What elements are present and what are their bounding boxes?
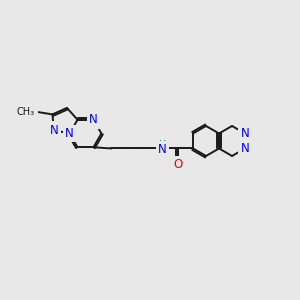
Text: N: N xyxy=(158,143,167,157)
Text: N: N xyxy=(50,124,58,137)
Text: N: N xyxy=(241,142,249,155)
Text: O: O xyxy=(173,158,183,172)
Text: N: N xyxy=(65,127,74,140)
Text: N: N xyxy=(241,127,249,140)
Text: H: H xyxy=(159,140,166,150)
Text: N: N xyxy=(89,113,98,126)
Text: CH₃: CH₃ xyxy=(17,107,35,117)
